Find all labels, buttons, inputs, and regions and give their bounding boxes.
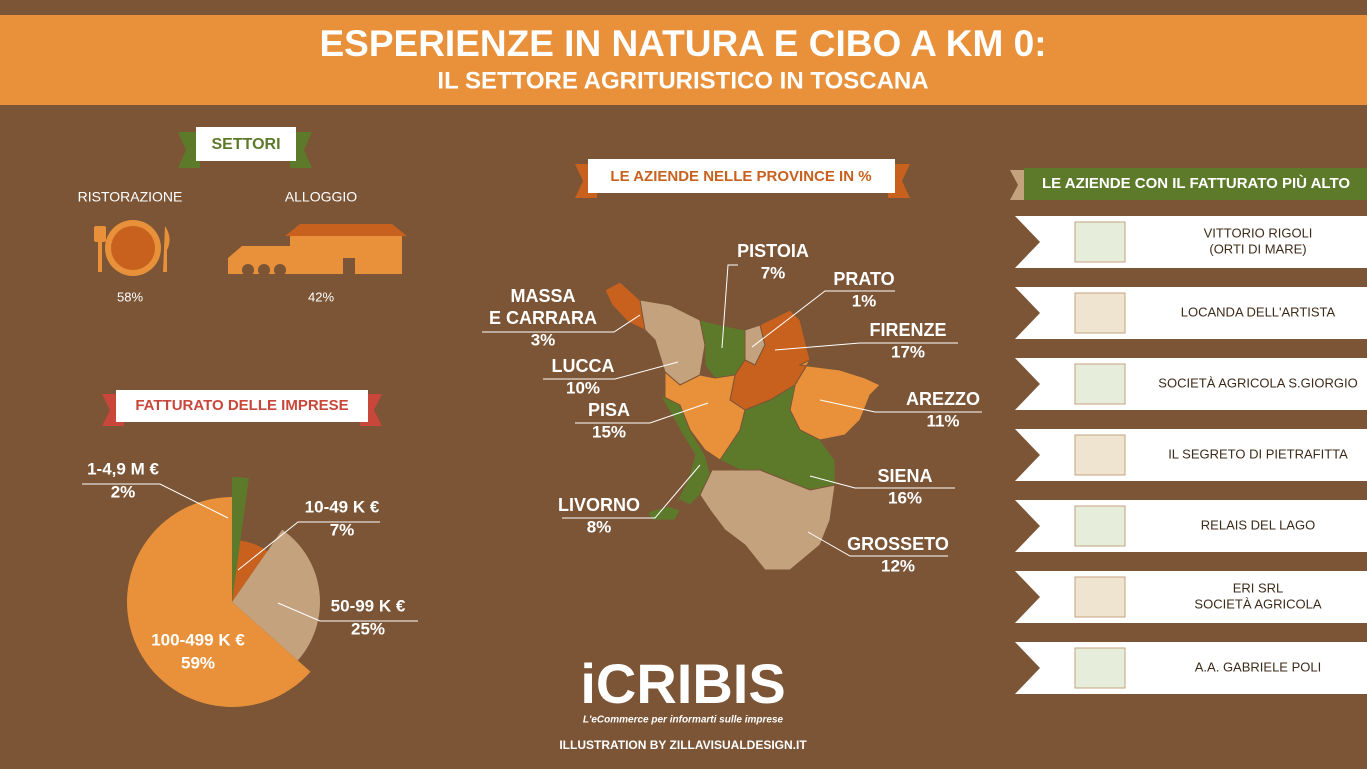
- plate-icon: [94, 220, 170, 276]
- section-title: LE AZIENDE NELLE PROVINCE IN %: [610, 168, 871, 185]
- company-name: LOCANDA DELL'ARTISTA: [1181, 304, 1336, 319]
- company-logo: [1074, 576, 1126, 618]
- province-name: MASSA: [510, 286, 575, 306]
- leader-line: [819, 399, 982, 413]
- section-title: SETTORI: [211, 136, 280, 153]
- leader-line: [774, 342, 958, 351]
- province-name: LIVORNO: [558, 495, 640, 515]
- leader-line: [751, 290, 895, 348]
- province-name: FIRENZE: [869, 320, 946, 340]
- leader-line: [809, 475, 955, 489]
- sector-value: 42%: [308, 289, 334, 304]
- company-name: ERI SRL: [1233, 580, 1284, 595]
- company-name: IL SEGRETO DI PIETRAFITTA: [1168, 446, 1348, 461]
- company-logo: [1074, 647, 1126, 689]
- map: [604, 281, 881, 571]
- pie-slice: [127, 497, 311, 707]
- province-name: PISA: [588, 400, 630, 420]
- company-name: SOCIETÀ AGRICOLA: [1194, 596, 1321, 611]
- company-name: RELAIS DEL LAGO: [1201, 517, 1315, 532]
- slice-label: 50-99 K €: [331, 596, 406, 615]
- leader-line: [721, 264, 738, 349]
- company-logo: [1074, 505, 1126, 547]
- ribbon: [1010, 168, 1367, 200]
- section-title: LE AZIENDE CON IL FATTURATO PIÙ ALTO: [1042, 174, 1350, 192]
- credit: ILLUSTRATION BY ZILLAVISUALDESIGN.IT: [559, 738, 807, 752]
- province-name: GROSSETO: [847, 534, 949, 554]
- ribbon: [102, 390, 382, 426]
- sector-value: 58%: [117, 289, 143, 304]
- province-name: E CARRARA: [489, 308, 597, 328]
- title: ESPERIENZE IN NATURA E CIBO A KM 0:: [319, 23, 1046, 64]
- province-name: PRATO: [833, 269, 894, 289]
- company-name: A.A. GABRIELE POLI: [1195, 659, 1321, 674]
- subtitle: IL SETTORE AGRITURISTICO IN TOSCANA: [437, 67, 928, 94]
- province-value: 3%: [531, 330, 556, 349]
- province-value: 10%: [566, 378, 600, 397]
- leader-line: [562, 464, 701, 519]
- slice-value: 59%: [181, 653, 215, 672]
- province-name: SIENA: [877, 466, 932, 486]
- ribbon: [178, 127, 312, 168]
- pie-slice: [232, 477, 249, 602]
- province-value: 12%: [881, 556, 915, 575]
- province-value: 15%: [592, 422, 626, 441]
- slice-value: 25%: [351, 619, 385, 638]
- leader-line: [575, 402, 709, 424]
- sector-label: RISTORAZIONE: [78, 189, 183, 205]
- sector-label: ALLOGGIO: [285, 189, 357, 205]
- company-banner: [1015, 216, 1367, 268]
- province-value: 7%: [761, 263, 786, 282]
- company-name: (ORTI DI MARE): [1209, 241, 1306, 256]
- section-title: FATTURATO DELLE IMPRESE: [135, 397, 348, 414]
- province-value: 17%: [891, 342, 925, 361]
- company-name: VITTORIO RIGOLI: [1204, 225, 1313, 240]
- leader-line: [237, 521, 380, 571]
- tagline: L'eCommerce per informarti sulle imprese: [583, 715, 784, 726]
- leader-line: [277, 602, 418, 622]
- pie-slice: [232, 540, 268, 602]
- province-name: PISTOIA: [737, 241, 809, 261]
- leader-line: [807, 531, 948, 557]
- province-value: 11%: [926, 411, 959, 430]
- pie-slice: [232, 529, 321, 661]
- company-logo: [1074, 434, 1126, 476]
- leader-line: [543, 361, 679, 380]
- slice-value: 7%: [330, 520, 355, 539]
- ribbon: [575, 159, 910, 198]
- province-value: 8%: [587, 517, 612, 536]
- company-logo: [1074, 292, 1126, 334]
- province-value: 1%: [852, 291, 877, 310]
- slice-label: 100-499 K €: [151, 630, 245, 649]
- house-icon: [228, 224, 407, 276]
- slice-label: 10-49 K €: [305, 497, 380, 516]
- leader-line: [82, 483, 229, 519]
- logo: iCRIBIS: [580, 652, 785, 715]
- company-logo: [1074, 363, 1126, 405]
- slice-value: 2%: [111, 482, 136, 501]
- company-logo: [1074, 221, 1126, 263]
- leader-line: [482, 314, 641, 333]
- province-value: 16%: [888, 488, 922, 507]
- slice-label: 1-4,9 M €: [87, 459, 159, 478]
- province-name: AREZZO: [906, 389, 980, 409]
- company-name: SOCIETÀ AGRICOLA S.GIORGIO: [1158, 375, 1357, 390]
- province-name: LUCCA: [552, 356, 615, 376]
- header-band: [0, 15, 1367, 105]
